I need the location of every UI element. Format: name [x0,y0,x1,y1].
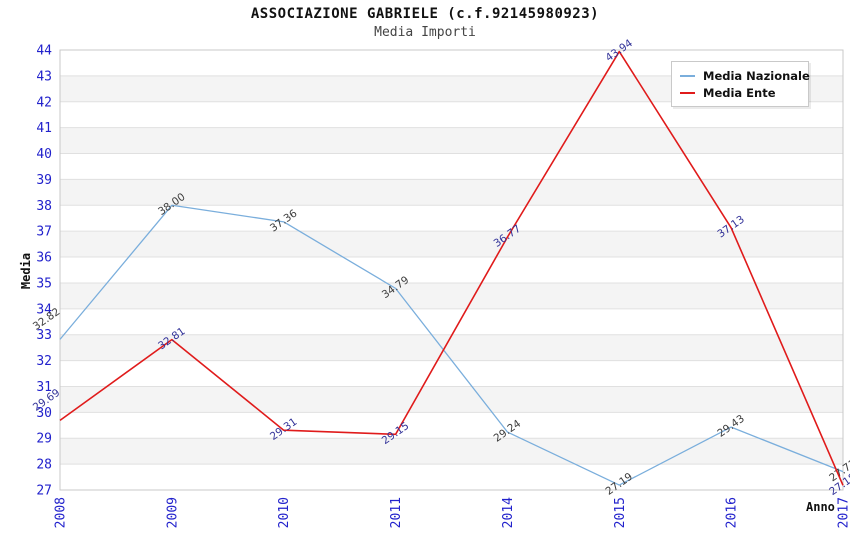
legend-item-media-ente: Media Ente [680,84,800,101]
y-tick-label: 44 [36,44,52,59]
plot-band [60,231,843,258]
y-tick-label: 40 [36,147,52,162]
y-tick-label: 30 [36,406,52,421]
y-tick-label: 37 [36,225,52,240]
chart-title: ASSOCIAZIONE GABRIELE (c.f.92145980923) [250,6,600,22]
plot-band [60,360,843,387]
y-tick-label: 38 [36,199,52,214]
plot-band [60,308,843,335]
plot-band [60,127,843,154]
plot-band [60,464,843,490]
x-tick-label: 2011 [389,497,404,528]
series-line-media-ente [59,50,844,486]
y-tick-label: 34 [36,302,52,317]
x-tick-label: 2009 [165,497,180,528]
legend: Media Nazionale Media Ente [671,61,810,107]
y-tick-label: 35 [36,276,52,291]
legend-item-media-nazionale: Media Nazionale [680,67,810,84]
y-tick-label: 39 [36,173,52,188]
plot-border [59,49,844,491]
y-tick-label: 32 [36,354,52,369]
y-tick-label: 43 [36,69,52,84]
legend-label: Media Nazionale [703,68,810,83]
plot-band [60,257,843,283]
x-tick-label: 2017 [837,497,850,528]
y-tick-label: 31 [36,380,52,395]
x-tick-label: 2016 [725,497,740,528]
plot-band [60,153,843,180]
y-tick-label: 41 [36,121,52,136]
x-tick-label: 2010 [277,497,292,528]
plot-band [60,412,843,439]
x-tick-label: 2015 [613,497,628,528]
y-tick-label: 28 [36,458,52,473]
legend-label: Media Ente [703,85,776,100]
y-tick-label: 33 [36,328,52,343]
y-tick-label: 36 [36,251,52,266]
line-marker-icon [680,91,695,94]
line-marker-icon [680,74,695,77]
y-tick-label: 29 [36,432,52,447]
plot-band [60,205,843,232]
y-tick-label: 27 [36,484,52,499]
plot-band [60,438,843,465]
plot-band [60,282,843,309]
series-line-media-nazionale [59,204,844,486]
y-axis-title: Media [19,252,33,290]
x-axis-title: Anno [806,500,835,514]
y-tick-label: 42 [36,95,52,110]
x-tick-label: 2008 [54,497,69,528]
chart-subtitle: Media Importi [374,25,476,40]
plot-band [60,334,843,361]
plot-band [60,386,843,413]
plot-band [60,179,843,206]
x-tick-label: 2014 [501,497,516,528]
